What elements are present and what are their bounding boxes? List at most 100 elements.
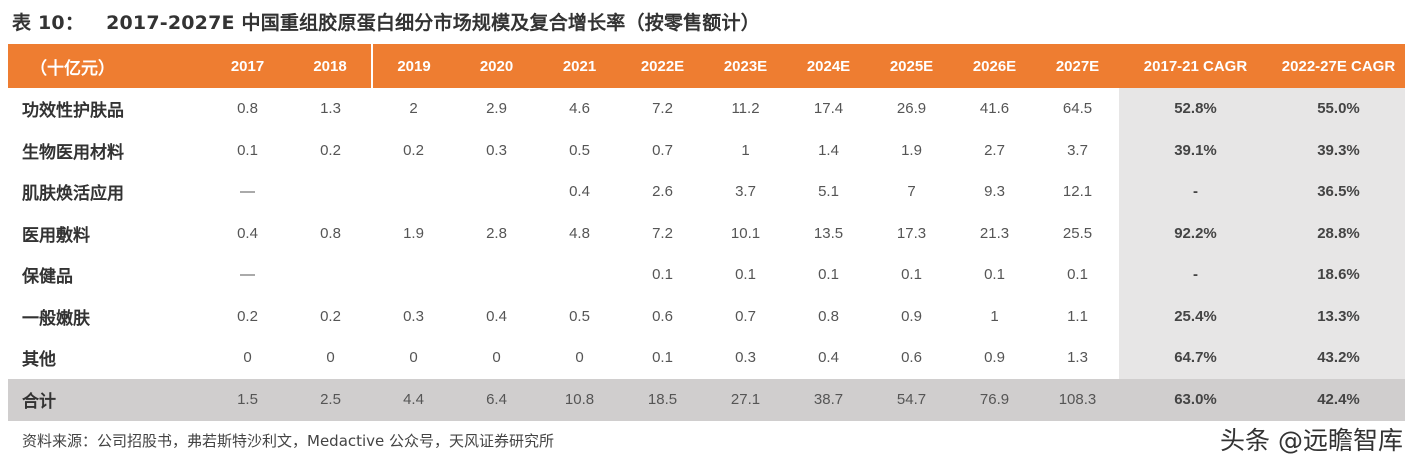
value-cell: 0.4: [486, 307, 507, 325]
value-cell: 0.1: [901, 266, 922, 284]
cagr-cell: 25.4%: [1119, 295, 1272, 337]
value-cell: 6.4: [486, 391, 507, 408]
year-header: 2027E: [1055, 57, 1100, 75]
value-cell: [455, 171, 538, 213]
value-cell: 0: [492, 349, 501, 367]
value-cell: —: [240, 183, 255, 201]
value-cell: 0.1: [1067, 266, 1088, 284]
year-header: 2022E: [640, 57, 685, 75]
value-cell: 1.5: [237, 391, 258, 408]
value-cell: 2: [409, 100, 418, 118]
value-cell: 0.8: [320, 224, 341, 242]
cagr-cell: -: [1119, 171, 1272, 213]
table-row: 一般嫩肤 0.2 0.2 0.3 0.4 0.5 0.6 0.7 0.8 0.9 1 1.1 25.4%…: [8, 295, 1405, 337]
value-cell: 1: [990, 307, 999, 325]
value-cell: 1.9: [403, 224, 424, 242]
value-cell: 2.9: [486, 100, 507, 118]
cagr-cell: 28.8%: [1272, 212, 1405, 254]
cagr-cell: 13.3%: [1272, 295, 1405, 337]
value-cell: [372, 171, 455, 213]
value-cell: 25.5: [1062, 224, 1093, 242]
value-cell: 0.5: [569, 141, 590, 159]
value-cell: 0: [243, 349, 252, 367]
value-cell: 9.3: [984, 183, 1005, 201]
header-row: （十亿元） 2017 2018 2019 2020 2021 2022E 2023E 2024…: [8, 44, 1405, 88]
value-cell: 0.7: [652, 141, 673, 159]
value-cell: [289, 254, 372, 296]
value-cell: [289, 171, 372, 213]
value-cell: 1.9: [901, 141, 922, 159]
unit-header: （十亿元）: [30, 58, 115, 79]
row-label: 医用敷料: [22, 225, 90, 246]
value-cell: 2.8: [486, 224, 507, 242]
cagr-cell: 52.8%: [1119, 88, 1272, 130]
value-cell: 2.6: [652, 183, 673, 201]
value-cell: 0.3: [735, 349, 756, 367]
value-cell: 0.1: [652, 266, 673, 284]
year-header: 2018: [313, 57, 347, 75]
value-cell: [372, 254, 455, 296]
value-cell: —: [240, 266, 255, 284]
value-cell: 4.4: [403, 391, 424, 408]
source-note: 资料来源：公司招股书，弗若斯特沙利文，Medactive 公众号，天风证券研究所: [22, 432, 555, 450]
value-cell: 54.7: [896, 391, 927, 408]
table-row: 肌肤焕活应用 — 0.4 2.6 3.7 5.1 7 9.3 12.1 -36.5%: [8, 171, 1405, 213]
table-number: 表 10：: [12, 12, 85, 34]
value-cell: 0.2: [237, 307, 258, 325]
value-cell: 0.4: [569, 183, 590, 201]
cagr-cell: 18.6%: [1272, 254, 1405, 296]
value-cell: 13.5: [813, 224, 844, 242]
cagr-cell: 43.2%: [1272, 337, 1405, 379]
year-header: 2017: [230, 57, 265, 75]
value-cell: 1.3: [1067, 349, 1088, 367]
value-cell: 0.9: [901, 307, 922, 325]
table-row: 生物医用材料 0.1 0.2 0.2 0.3 0.5 0.7 1 1.4 1.9 2.7 3.7 39.…: [8, 129, 1405, 171]
value-cell: 0.3: [486, 141, 507, 159]
value-cell: [538, 254, 621, 296]
value-cell: 0.8: [818, 307, 839, 325]
value-cell: 1.3: [320, 100, 341, 118]
value-cell: 17.4: [813, 100, 844, 118]
value-cell: 1.4: [818, 141, 839, 159]
value-cell: 17.3: [896, 224, 927, 242]
table-row: 医用敷料 0.4 0.8 1.9 2.8 4.8 7.2 10.1 13.5 17.3 21.3 25…: [8, 212, 1405, 254]
value-cell: 1: [741, 141, 750, 159]
value-cell: 2.7: [984, 141, 1005, 159]
value-cell: 4.6: [569, 100, 590, 118]
value-cell: 0.7: [735, 307, 756, 325]
value-cell: 0.2: [320, 141, 341, 159]
cagr-cell: 63.0%: [1119, 378, 1272, 421]
cagr-cell: 55.0%: [1272, 88, 1405, 130]
value-cell: 21.3: [979, 224, 1010, 242]
value-cell: 10.8: [564, 391, 595, 408]
cagr-header: 2022-27E CAGR: [1281, 57, 1396, 75]
table-title: 表 10： 2017-2027E 中国重组胶原蛋白细分市场规模及复合增长率（按零售…: [12, 8, 760, 35]
row-label: 肌肤焕活应用: [22, 184, 124, 205]
table-row: 保健品 — 0.1 0.1 0.1 0.1 0.1 0.1 -18.6%: [8, 254, 1405, 296]
value-cell: 7.2: [652, 224, 673, 242]
value-cell: 3.7: [735, 183, 756, 201]
year-header: 2026E: [972, 57, 1017, 75]
table-row: 功效性护肤品 0.8 1.3 2 2.9 4.6 7.2 11.2 17.4 26.9 41.6 64…: [8, 88, 1405, 130]
cagr-cell: 36.5%: [1272, 171, 1405, 213]
value-cell: [455, 254, 538, 296]
value-cell: 0.6: [652, 307, 673, 325]
cagr-cell: 39.1%: [1119, 129, 1272, 171]
cagr-cell: 64.7%: [1119, 337, 1272, 379]
value-cell: 11.2: [731, 100, 760, 118]
value-cell: 1.1: [1067, 307, 1088, 325]
value-cell: 0.9: [984, 349, 1005, 367]
cagr-header: 2017-21 CAGR: [1143, 57, 1248, 75]
total-row: 合计 1.5 2.5 4.4 6.4 10.8 18.5 27.1 38.7 54.7 76.9 10…: [8, 378, 1405, 421]
row-label: 生物医用材料: [22, 142, 124, 163]
value-cell: 0.5: [569, 307, 590, 325]
table-title-text: 2017-2027E 中国重组胶原蛋白细分市场规模及复合增长率（按零售额计）: [106, 12, 760, 34]
value-cell: 0.1: [652, 349, 673, 367]
value-cell: 27.1: [730, 391, 761, 408]
cagr-cell: -: [1119, 254, 1272, 296]
row-label: 其他: [22, 350, 56, 371]
value-cell: 38.7: [813, 391, 844, 408]
value-cell: 7: [907, 183, 916, 201]
row-label: 合计: [22, 392, 56, 412]
value-cell: 0.2: [403, 141, 424, 159]
